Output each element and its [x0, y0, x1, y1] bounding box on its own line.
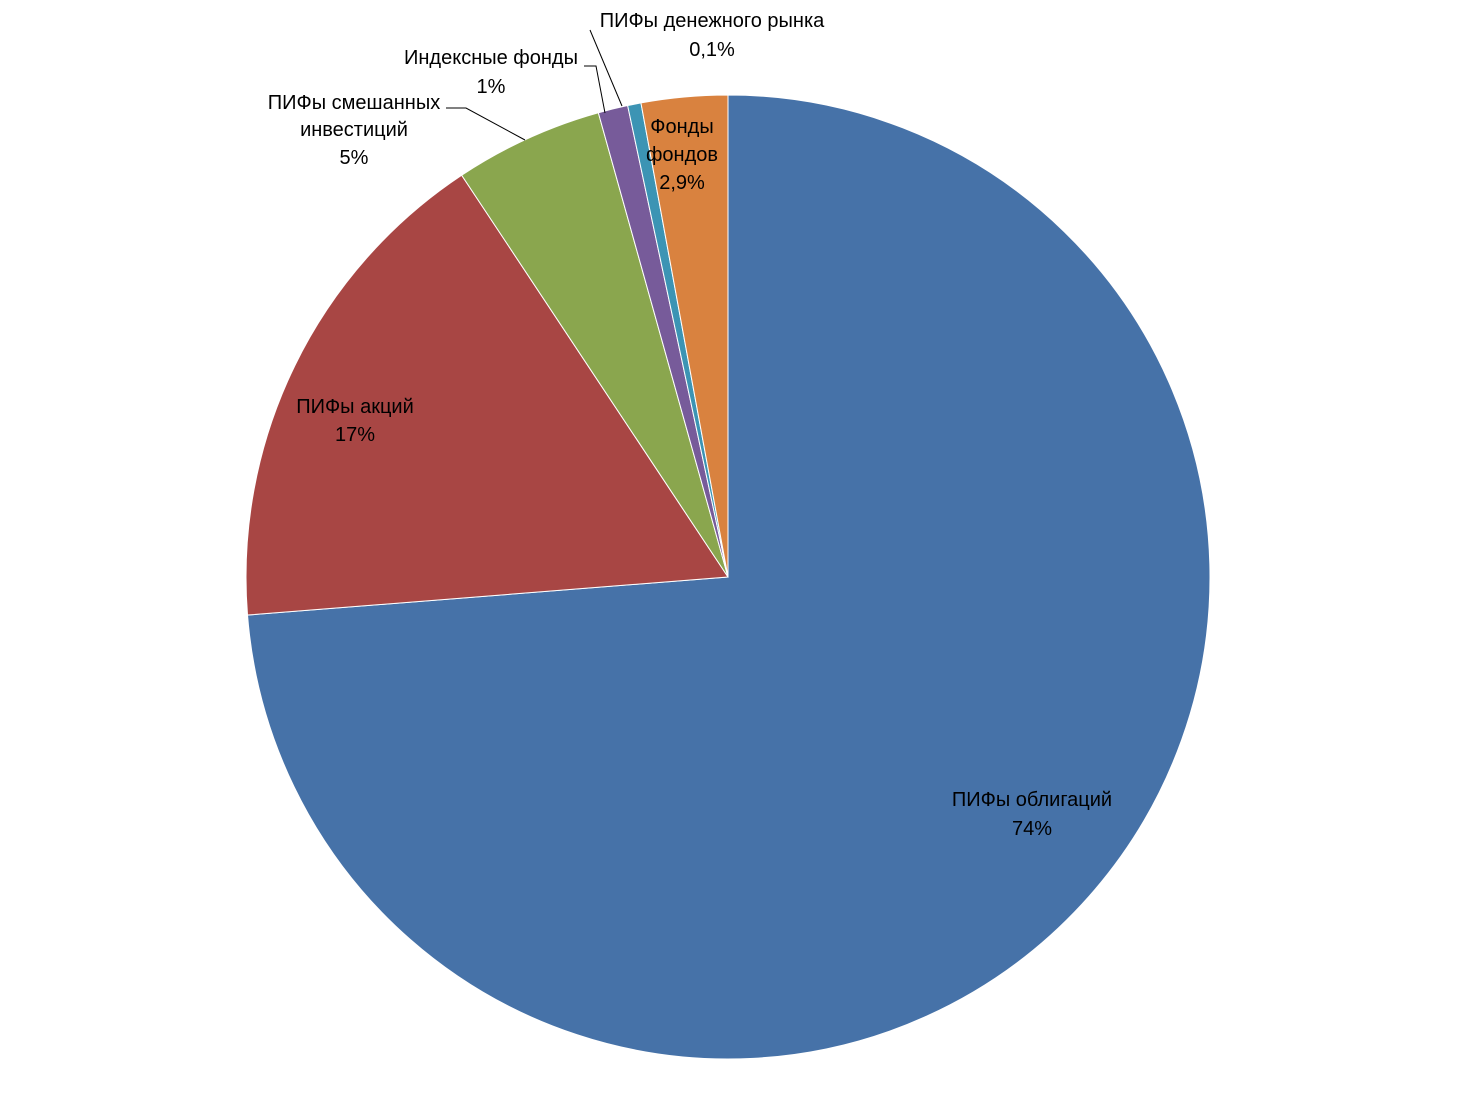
slice-label-bonds-name: ПИФы облигаций — [952, 789, 1112, 811]
slice-label-mixed-name-line1: ПИФы смешанных — [268, 92, 440, 114]
slice-label-mixed-name-line2: инвестиций — [300, 119, 408, 141]
slice-label-money-market-pct: 0,1% — [689, 39, 735, 61]
slice-label-index-name: Индексные фонды — [404, 47, 578, 69]
leader-lines — [446, 29, 623, 141]
slice-label-fof-name-line2: фондов — [646, 144, 718, 166]
pie-slice-0 — [246, 94, 1211, 1060]
leader-line-index — [584, 65, 606, 114]
leader-line-mixed — [446, 107, 526, 141]
slice-label-fof-pct: 2,9% — [659, 172, 705, 194]
pie-slices — [245, 94, 1211, 1060]
slice-label-index-pct: 1% — [477, 76, 506, 98]
pie-slice-1 — [245, 174, 729, 616]
slice-label-money-market-name: ПИФы денежного рынка — [600, 10, 825, 32]
slice-label-fof-name-line1: Фонды — [650, 116, 713, 138]
slice-label-bonds-pct: 74% — [1012, 818, 1052, 840]
slice-label-mixed-pct: 5% — [340, 147, 369, 169]
pie-slice-5 — [640, 94, 729, 578]
slice-label-equity-name: ПИФы акций — [296, 396, 414, 418]
leader-line-money-market — [589, 29, 623, 107]
pie-slice-2 — [460, 112, 729, 578]
slice-label-equity-pct: 17% — [335, 424, 375, 446]
